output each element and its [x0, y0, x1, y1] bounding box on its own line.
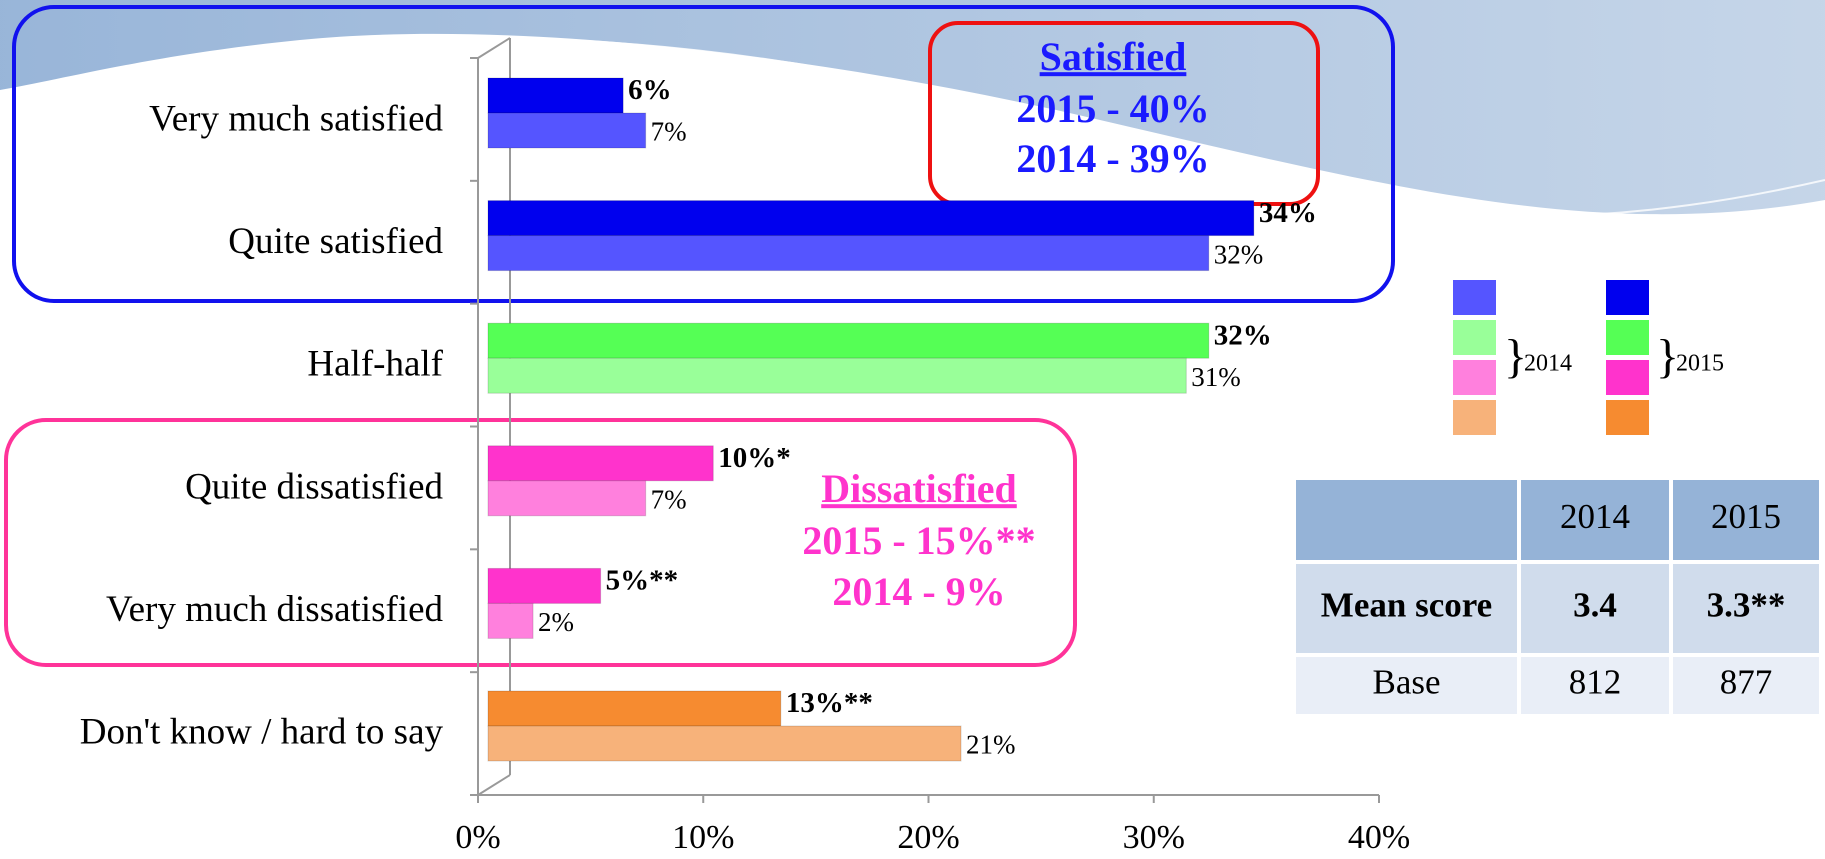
legend-swatch — [1606, 280, 1649, 315]
bar — [487, 725, 962, 762]
x-tick-label: 20% — [897, 819, 959, 854]
table-cell — [1521, 480, 1669, 560]
value-label: 31% — [1191, 362, 1241, 392]
table-cell — [1673, 657, 1819, 714]
legend-swatch — [1606, 400, 1649, 435]
annotation-text: Satisfied — [1040, 34, 1187, 79]
background-wave — [0, 0, 1825, 215]
legend-label: 2015 — [1676, 351, 1724, 377]
table-cell — [1673, 564, 1819, 653]
table-header: 2015 — [1711, 497, 1781, 536]
table-cell-text: 812 — [1569, 663, 1622, 702]
bar — [487, 77, 624, 114]
bar — [487, 322, 1210, 359]
legend-swatch — [1453, 360, 1496, 395]
annotation-text: 2015 - 15%** — [802, 518, 1035, 563]
table-row-label: Base — [1372, 663, 1440, 702]
table-cell — [1296, 657, 1517, 714]
category-label: Don't know / hard to say — [80, 711, 444, 752]
background-wave-line — [299, 36, 1825, 218]
bar — [487, 357, 1187, 394]
satisfied-group-box — [12, 5, 1395, 303]
bar — [487, 602, 534, 639]
annotation-text: 2014 - 39% — [1016, 136, 1209, 181]
category-label: Quite satisfied — [228, 221, 443, 262]
table-cell — [1673, 480, 1819, 560]
annotation-text: 2015 - 40% — [1016, 86, 1209, 131]
legend-swatch — [1453, 320, 1496, 355]
table-cell — [1296, 564, 1517, 653]
table-cell-text: 877 — [1720, 663, 1773, 702]
category-label: Quite dissatisfied — [185, 466, 443, 507]
value-label: 32% — [1214, 239, 1264, 269]
dissatisfied-group-box — [4, 418, 1077, 667]
table-cell-text: 3.3** — [1707, 586, 1786, 625]
x-tick-label: 0% — [455, 819, 500, 854]
value-label: 21% — [966, 730, 1016, 760]
bar — [487, 235, 1210, 272]
value-label: 10%* — [718, 442, 791, 474]
value-label: 7% — [651, 117, 687, 147]
legend-swatch — [1453, 400, 1496, 435]
table-row-label: Mean score — [1321, 586, 1492, 625]
annotation-text: Dissatisfied — [821, 466, 1017, 511]
bar — [487, 480, 647, 517]
table-cell — [1521, 657, 1669, 714]
y-axis-bottom — [477, 774, 511, 796]
value-label: 13%** — [786, 687, 873, 719]
x-tick-label: 10% — [672, 819, 734, 854]
legend-brace: } — [1504, 330, 1527, 383]
bar — [487, 112, 647, 149]
table-cell-text: 3.4 — [1573, 586, 1617, 625]
bar — [487, 567, 602, 604]
annotation-text: 2014 - 9% — [832, 569, 1005, 614]
value-label: 2% — [538, 607, 574, 637]
value-label: 7% — [651, 485, 687, 515]
legend-swatch — [1453, 280, 1496, 315]
bar — [487, 200, 1255, 237]
value-label: 6% — [628, 74, 672, 106]
table-cell — [1296, 480, 1517, 560]
x-tick-label: 30% — [1123, 819, 1185, 854]
value-label: 34% — [1259, 197, 1317, 229]
legend-swatch — [1606, 320, 1649, 355]
category-label: Very much dissatisfied — [106, 589, 444, 630]
table-header: 2014 — [1560, 497, 1630, 536]
legend-label: 2014 — [1524, 351, 1572, 377]
legend-brace: } — [1656, 330, 1679, 383]
y-axis-top — [477, 37, 511, 59]
value-label: 32% — [1214, 319, 1272, 351]
category-label: Half-half — [307, 344, 443, 385]
x-tick-label: 40% — [1348, 819, 1410, 854]
bar — [487, 690, 782, 727]
category-label: Very much satisfied — [149, 98, 443, 139]
bar — [487, 445, 714, 482]
value-label: 5%** — [606, 565, 679, 597]
table-cell — [1521, 564, 1669, 653]
legend-swatch — [1606, 360, 1649, 395]
